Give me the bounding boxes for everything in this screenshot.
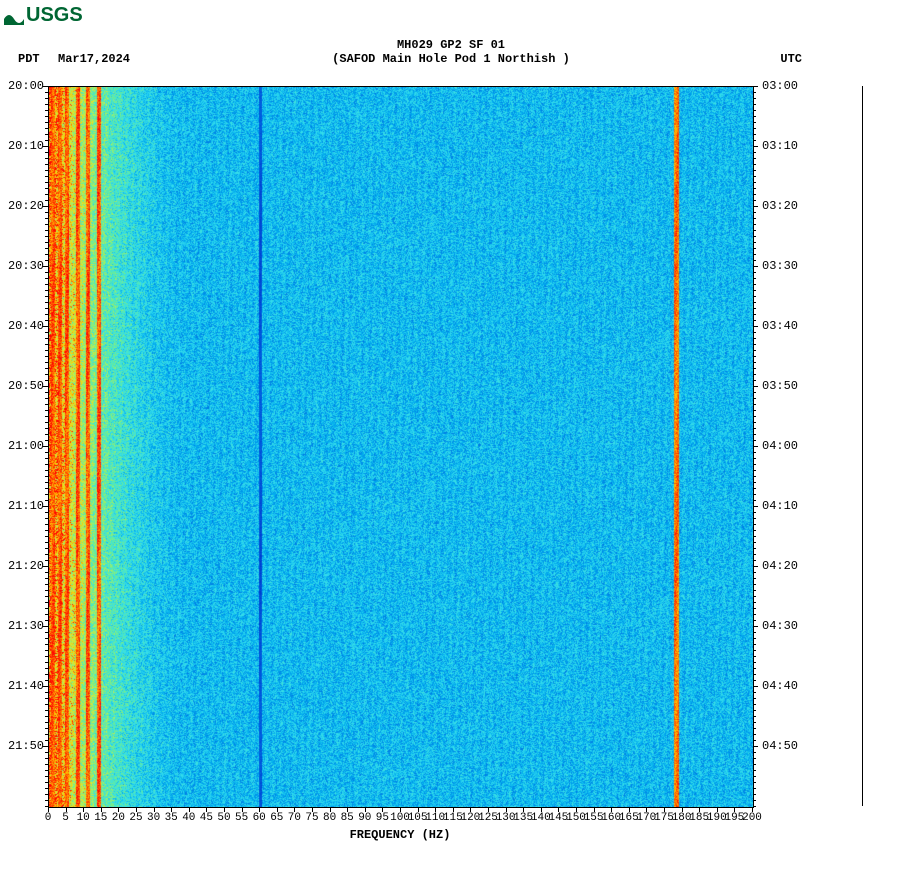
usgs-logo: USGS — [4, 4, 83, 27]
ytick-left: 21:00 — [0, 439, 44, 453]
ytick-right: 04:20 — [762, 559, 798, 573]
xtick: 70 — [288, 812, 301, 824]
xtick: 30 — [147, 812, 160, 824]
xtick: 90 — [358, 812, 371, 824]
xtick: 35 — [165, 812, 178, 824]
xtick: 60 — [253, 812, 266, 824]
xtick: 95 — [376, 812, 389, 824]
ytick-right: 04:00 — [762, 439, 798, 453]
xtick: 40 — [182, 812, 195, 824]
date-label: Mar17,2024 — [58, 52, 130, 66]
ytick-right: 04:30 — [762, 619, 798, 633]
xtick: 0 — [45, 812, 52, 824]
ytick-left: 20:30 — [0, 259, 44, 273]
ytick-left: 20:20 — [0, 199, 44, 213]
tz-left-label: PDT — [18, 52, 40, 66]
ytick-left: 20:00 — [0, 79, 44, 93]
right-scale-bar — [862, 86, 863, 806]
xtick: 200 — [742, 812, 762, 824]
ytick-right: 04:10 — [762, 499, 798, 513]
tz-right-label: UTC — [780, 52, 802, 66]
ytick-right: 04:50 — [762, 739, 798, 753]
plot-subtitle: (SAFOD Main Hole Pod 1 Northish ) — [0, 52, 902, 66]
xtick: 20 — [112, 812, 125, 824]
ytick-left: 20:40 — [0, 319, 44, 333]
ytick-left: 20:10 — [0, 139, 44, 153]
ytick-left: 21:30 — [0, 619, 44, 633]
xtick: 55 — [235, 812, 248, 824]
ytick-right: 03:40 — [762, 319, 798, 333]
ytick-left: 20:50 — [0, 379, 44, 393]
xtick: 5 — [62, 812, 69, 824]
ytick-left: 21:50 — [0, 739, 44, 753]
ytick-right: 03:20 — [762, 199, 798, 213]
x-axis-label: FREQUENCY (HZ) — [48, 828, 752, 842]
xtick: 50 — [217, 812, 230, 824]
usgs-wave-icon — [4, 7, 24, 25]
spectrogram-plot — [48, 86, 754, 808]
ytick-right: 03:10 — [762, 139, 798, 153]
ytick-right: 03:30 — [762, 259, 798, 273]
xtick: 10 — [77, 812, 90, 824]
ytick-left: 21:20 — [0, 559, 44, 573]
xtick: 80 — [323, 812, 336, 824]
ytick-right: 03:50 — [762, 379, 798, 393]
spectrogram-canvas — [49, 87, 753, 807]
xtick: 85 — [341, 812, 354, 824]
xtick: 45 — [200, 812, 213, 824]
ytick-right: 03:00 — [762, 79, 798, 93]
xtick: 15 — [94, 812, 107, 824]
ytick-left: 21:10 — [0, 499, 44, 513]
xtick: 65 — [270, 812, 283, 824]
xtick: 25 — [129, 812, 142, 824]
plot-title: MH029 GP2 SF 01 — [0, 38, 902, 52]
ytick-left: 21:40 — [0, 679, 44, 693]
xtick: 75 — [305, 812, 318, 824]
ytick-right: 04:40 — [762, 679, 798, 693]
usgs-text: USGS — [26, 4, 83, 27]
